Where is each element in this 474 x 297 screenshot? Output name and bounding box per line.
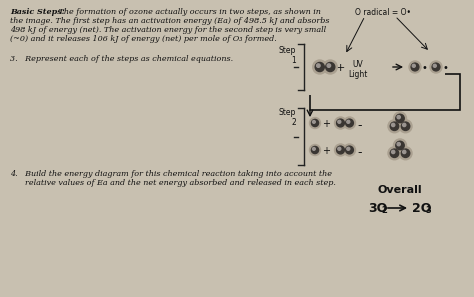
Circle shape xyxy=(397,116,401,119)
Text: Overall: Overall xyxy=(378,185,422,195)
Circle shape xyxy=(392,150,395,154)
Circle shape xyxy=(401,149,410,157)
Circle shape xyxy=(399,147,412,160)
Circle shape xyxy=(310,145,320,156)
Circle shape xyxy=(392,123,395,127)
Text: -: - xyxy=(357,119,362,132)
Text: 3: 3 xyxy=(425,206,431,215)
Circle shape xyxy=(396,141,404,150)
Text: 498 kJ of energy (net). The activation energy for the second step is very small: 498 kJ of energy (net). The activation e… xyxy=(10,26,326,34)
Circle shape xyxy=(396,114,404,123)
Text: relative values of Ea and the net energy absorbed and released in each step.: relative values of Ea and the net energy… xyxy=(10,179,336,187)
Circle shape xyxy=(335,144,346,156)
Circle shape xyxy=(337,146,345,154)
Circle shape xyxy=(312,148,315,150)
Circle shape xyxy=(311,119,319,127)
Circle shape xyxy=(393,112,407,125)
Text: The formation of ozone actually occurs in two steps, as shown in: The formation of ozone actually occurs i… xyxy=(56,8,321,16)
Circle shape xyxy=(430,61,442,73)
Text: 2O: 2O xyxy=(412,202,431,215)
Text: Step
2: Step 2 xyxy=(279,108,296,127)
Circle shape xyxy=(310,118,320,129)
Circle shape xyxy=(312,121,315,123)
Circle shape xyxy=(388,147,401,160)
Circle shape xyxy=(399,120,412,133)
Text: +: + xyxy=(336,63,346,73)
Text: 3O: 3O xyxy=(368,202,387,215)
Circle shape xyxy=(327,64,330,67)
Circle shape xyxy=(412,64,415,67)
Text: UV
Light: UV Light xyxy=(348,60,367,79)
Text: +: + xyxy=(322,146,330,156)
Text: the image. The first step has an activation energy (Ea) of 498.5 kJ and absorbs: the image. The first step has an activat… xyxy=(10,17,329,25)
Text: 3.   Represent each of the steps as chemical equations.: 3. Represent each of the steps as chemic… xyxy=(10,55,233,63)
Circle shape xyxy=(346,146,354,154)
Circle shape xyxy=(388,120,401,133)
Circle shape xyxy=(393,139,407,152)
Circle shape xyxy=(338,120,341,123)
Circle shape xyxy=(390,122,399,130)
Circle shape xyxy=(317,64,320,67)
Circle shape xyxy=(347,147,350,150)
Text: O radical = O•: O radical = O• xyxy=(355,8,411,17)
Circle shape xyxy=(409,61,421,73)
Circle shape xyxy=(337,119,345,127)
Circle shape xyxy=(344,144,356,156)
Circle shape xyxy=(338,147,341,150)
Circle shape xyxy=(347,120,350,123)
Circle shape xyxy=(346,119,354,127)
Text: Step
1: Step 1 xyxy=(279,46,296,65)
Circle shape xyxy=(402,150,406,154)
Circle shape xyxy=(401,122,410,130)
Circle shape xyxy=(313,60,327,74)
Circle shape xyxy=(432,63,440,71)
Circle shape xyxy=(402,123,406,127)
Text: -: - xyxy=(357,146,362,159)
Text: Basic Steps:: Basic Steps: xyxy=(10,8,65,16)
Text: (~0) and it releases 106 kJ of energy (net) per mole of O₃ formed.: (~0) and it releases 106 kJ of energy (n… xyxy=(10,35,277,43)
Text: 2: 2 xyxy=(381,206,387,215)
Text: •: • xyxy=(422,63,428,73)
Circle shape xyxy=(390,149,399,157)
Circle shape xyxy=(344,117,356,129)
Circle shape xyxy=(315,62,324,72)
Circle shape xyxy=(411,63,419,71)
Text: +: + xyxy=(322,119,330,129)
Circle shape xyxy=(311,146,319,154)
Circle shape xyxy=(433,64,436,67)
Circle shape xyxy=(335,117,346,129)
Text: •: • xyxy=(443,63,449,73)
Circle shape xyxy=(397,143,401,146)
Circle shape xyxy=(323,60,337,74)
Circle shape xyxy=(326,62,335,72)
Text: 4.   Build the energy diagram for this chemical reaction taking into account the: 4. Build the energy diagram for this che… xyxy=(10,170,332,178)
